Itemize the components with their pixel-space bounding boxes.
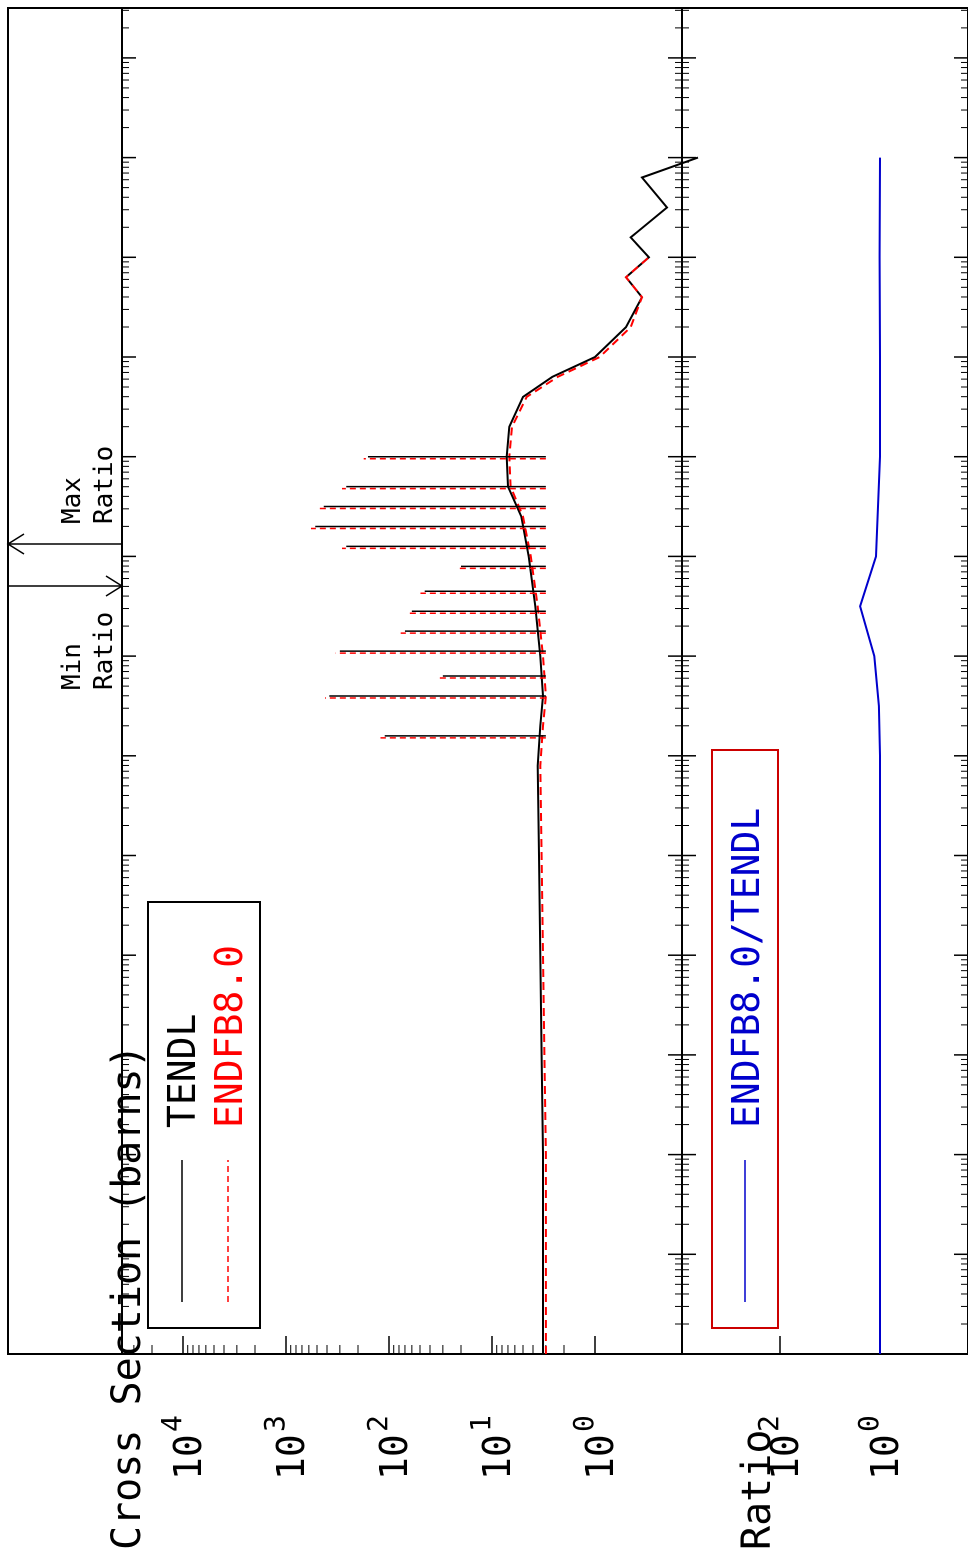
y-tick-label: 103 (258, 1415, 313, 1480)
y-tick-label: 101 (464, 1415, 519, 1480)
legend-label-ratio: ENDFB8.0/TENDL (724, 808, 768, 1128)
y-tick-exponent: 4 (155, 1415, 188, 1432)
max-ratio-arrow-icon (6, 533, 25, 555)
cross-section-axis-title: Cross Section (barns) (104, 1044, 150, 1550)
ratio-tick-exponent: 2 (752, 1415, 785, 1432)
y-tick-label: 100 (567, 1415, 622, 1480)
ratio-panel-frame (681, 7, 968, 1355)
min-max-ratio-markers: Min Ratio Max Ratio (6, 446, 124, 690)
max-ratio-label-1: Max (57, 477, 87, 524)
legend-label-endfb: ENDFB8.0 (207, 945, 251, 1128)
y-tick-base: 10 (269, 1434, 313, 1480)
y-tick-base: 10 (166, 1434, 210, 1480)
max-ratio-label-2: Ratio (89, 446, 119, 524)
min-ratio-arrow-icon (105, 575, 124, 597)
ratio-tick-label: 102 (752, 1415, 807, 1480)
series-layer (310, 156, 881, 1354)
series-line-endfb8.0 (508, 256, 650, 1354)
y-tick-base: 10 (475, 1434, 519, 1480)
legend-label-tendl: TENDL (160, 1014, 204, 1128)
axis-ticks (122, 9, 968, 1355)
y-tick-label: 102 (361, 1415, 416, 1480)
ratio-legend: ENDFB8.0/TENDL (711, 749, 779, 1329)
min-ratio-label-2: Ratio (89, 612, 119, 690)
ratio-tick-exponent: 0 (852, 1415, 885, 1432)
cross-section-legend: TENDL ENDFB8.0 (147, 901, 261, 1329)
y-tick-base: 10 (372, 1434, 416, 1480)
series-line-ratio (859, 157, 881, 1354)
cross-section-legend-box (147, 901, 261, 1329)
y-tick-base: 10 (578, 1434, 622, 1480)
min-ratio-label-1: Min (57, 643, 87, 690)
ratio-tick-base: 10 (863, 1434, 907, 1480)
y-tick-exponent: 3 (258, 1415, 291, 1432)
y-tick-exponent: 1 (464, 1415, 497, 1432)
y-tick-label: 104 (155, 1415, 210, 1480)
ratio-axis-title: Ratio (734, 1430, 780, 1550)
y-tick-exponent: 2 (361, 1415, 394, 1432)
ratio-tick-label: 100 (852, 1415, 907, 1480)
y-tick-exponent: 0 (567, 1415, 600, 1432)
ratio-tick-base: 10 (763, 1434, 807, 1480)
